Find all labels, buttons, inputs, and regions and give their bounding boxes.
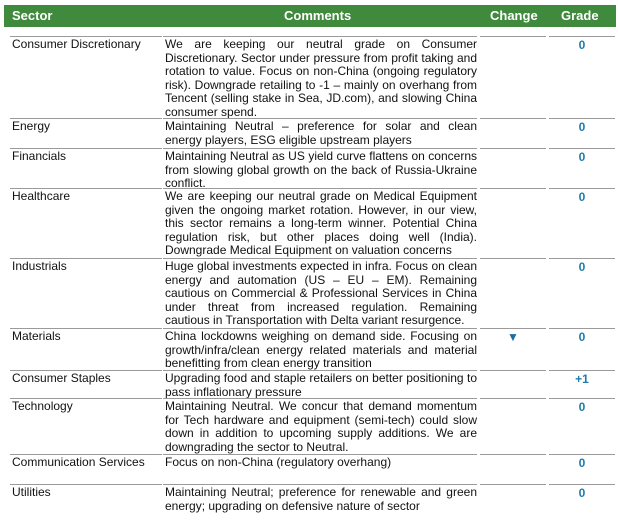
comment-cell: Huge global investments expected in infr…: [163, 258, 477, 328]
header-cell: Grade: [561, 8, 599, 23]
sector-cell: Utilities: [10, 484, 162, 520]
sector-cell: Energy: [10, 118, 162, 148]
table-row: Consumer Staples Upgrading food and stapl…: [0, 370, 618, 398]
comment-cell: Maintaining Neutral – preference for sol…: [163, 118, 477, 147]
change-cell: ▼: [480, 328, 546, 370]
comment-cell: China lockdowns weighing on demand side.…: [163, 328, 477, 370]
comment-cell: Maintaining Neutral; preference for rene…: [163, 484, 477, 520]
grade-cell: 0: [549, 484, 615, 520]
comment-cell: We are keeping our neutral grade on Medi…: [163, 188, 477, 258]
comment-cell: We are keeping our neutral grade on Cons…: [163, 36, 477, 118]
sector-cell: Healthcare: [10, 188, 162, 258]
change-cell: [480, 484, 546, 520]
change-cell: [480, 454, 546, 484]
grade-cell: 0: [549, 118, 615, 148]
sector-cell: Industrials: [10, 258, 162, 328]
grade-cell: 0: [549, 258, 615, 328]
sector-cell: Consumer Staples: [10, 370, 162, 398]
change-cell: [480, 370, 546, 398]
header-cell: Sector: [12, 8, 53, 23]
change-cell: [480, 258, 546, 328]
table-header: Sector Comments Change Grade: [4, 5, 616, 27]
table-row: Healthcare We are keeping our neutral gra…: [0, 188, 618, 258]
header-cell: Change: [490, 8, 538, 23]
grade-cell: 0: [549, 398, 615, 454]
comment-cell: Maintaining Neutral. We concur that dema…: [163, 398, 477, 454]
table-row: Utilities Maintaining Neutral; preference…: [0, 484, 618, 520]
table-row: Communication Services Focus on non-China…: [0, 454, 618, 484]
change-cell: [480, 36, 546, 118]
change-cell: [480, 398, 546, 454]
table-row: Energy Maintaining Neutral – preference f…: [0, 118, 618, 148]
comment-cell: Maintaining Neutral as US yield curve fl…: [163, 148, 477, 188]
sector-cell: Consumer Discretionary: [10, 36, 162, 118]
table-row: Financials Maintaining Neutral as US yiel…: [0, 148, 618, 188]
grade-cell: 0: [549, 454, 615, 484]
table-row: Technology Maintaining Neutral. We concur…: [0, 398, 618, 454]
sector-cell: Financials: [10, 148, 162, 188]
grade-cell: +1: [549, 370, 615, 398]
table-row: Industrials Huge global investments expec…: [0, 258, 618, 328]
header-cell: Comments: [284, 8, 352, 23]
change-cell: [480, 118, 546, 148]
table-row: Consumer Discretionary We are keeping our…: [0, 36, 618, 118]
grade-cell: 0: [549, 36, 615, 118]
grade-cell: 0: [549, 328, 615, 370]
sector-cell: Technology: [10, 398, 162, 454]
grade-cell: 0: [549, 188, 615, 258]
table-row: Materials China lockdowns weighing on dem…: [0, 328, 618, 370]
sector-cell: Communication Services: [10, 454, 162, 484]
comment-cell: Focus on non-China (regulatory overhang): [163, 454, 477, 484]
change-cell: [480, 188, 546, 258]
grade-cell: 0: [549, 148, 615, 188]
sector-cell: Materials: [10, 328, 162, 370]
change-cell: [480, 148, 546, 188]
comment-cell: Upgrading food and staple retailers on b…: [163, 370, 477, 398]
